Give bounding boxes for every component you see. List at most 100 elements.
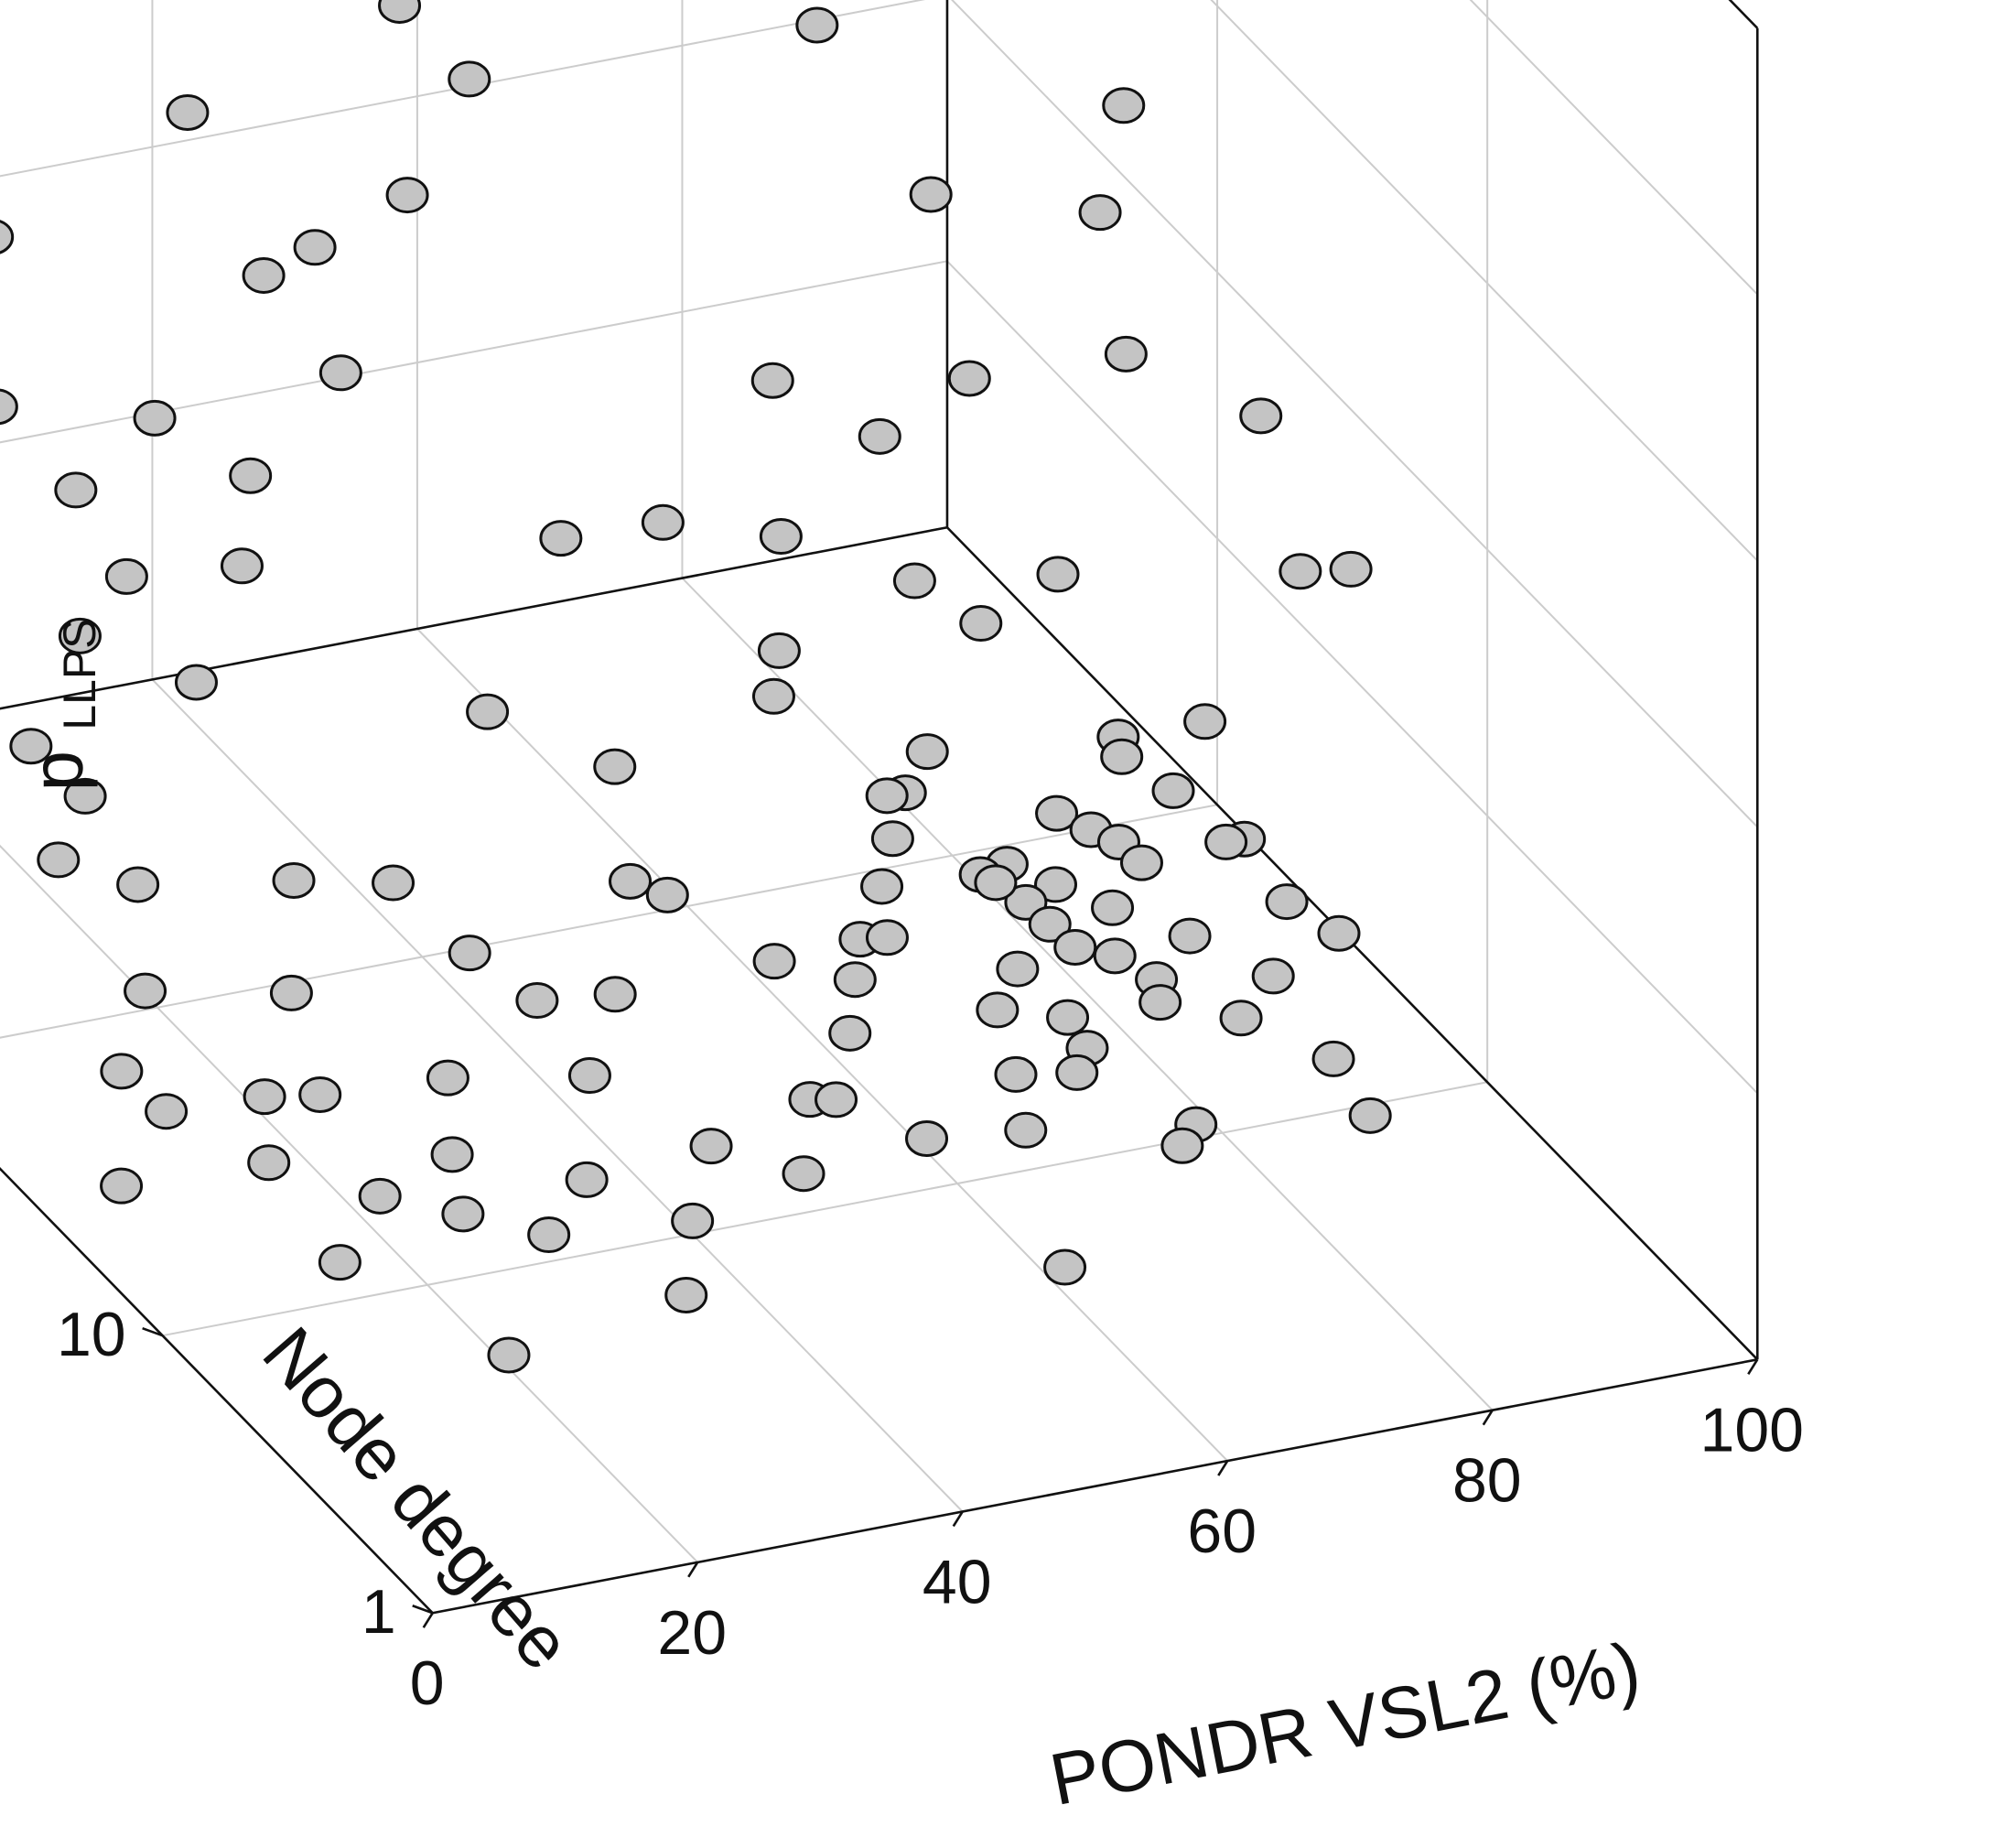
data-point: [1168, 917, 1212, 955]
data-point: [1043, 1248, 1087, 1286]
grid-line: [0, 804, 1218, 1039]
grid-line: [1210, 0, 1758, 562]
data-point: [1035, 794, 1079, 832]
x-tick-mark: [1217, 1460, 1229, 1476]
data-point: [689, 1128, 733, 1165]
data-point: [815, 1081, 858, 1119]
frame-edge: [0, 525, 948, 710]
data-point: [318, 1244, 361, 1281]
x-tick-label: 80: [1452, 1446, 1522, 1516]
data-points: [0, 0, 1392, 1374]
z-axis-title-subscript: LLPS: [54, 618, 105, 729]
data-point: [1329, 550, 1373, 588]
data-point: [318, 354, 362, 392]
data-point: [1078, 194, 1122, 232]
data-point: [448, 935, 491, 972]
data-point: [1279, 553, 1322, 590]
grid-line: [1469, 0, 1758, 296]
data-point: [994, 1055, 1038, 1093]
data-point: [959, 605, 1003, 643]
data-point: [515, 982, 559, 1020]
x-tick-mark: [1747, 1358, 1759, 1375]
data-point: [782, 1155, 825, 1193]
data-point: [116, 866, 160, 903]
data-point: [996, 950, 1040, 988]
data-point: [1053, 928, 1097, 966]
data-point: [1204, 823, 1248, 860]
data-point: [1046, 999, 1090, 1036]
data-point: [892, 562, 936, 600]
grid-line: [951, 0, 1758, 828]
data-point: [905, 1119, 949, 1157]
grid-line: [946, 260, 1758, 1095]
data-point: [1004, 1111, 1048, 1149]
data-point: [242, 256, 286, 294]
data-point: [124, 972, 167, 1010]
data-point: [609, 862, 653, 900]
data-point: [1100, 738, 1144, 775]
data-point: [795, 6, 839, 44]
data-point: [9, 728, 53, 765]
x-tick-label: 60: [1187, 1497, 1257, 1566]
data-point: [0, 388, 18, 426]
data-point: [1093, 937, 1137, 975]
data-point: [593, 748, 637, 785]
data-point: [1104, 335, 1148, 373]
x-tick-label: 100: [1700, 1395, 1804, 1464]
data-point: [385, 177, 429, 214]
data-point: [37, 841, 81, 879]
data-point: [1219, 1000, 1263, 1037]
data-point: [372, 864, 415, 902]
grid-line: [162, 1081, 1488, 1337]
data-point: [293, 229, 337, 266]
data-point: [220, 547, 264, 585]
data-point: [1151, 772, 1195, 809]
grid-line: [1728, 0, 1758, 29]
data-point: [976, 991, 1020, 1029]
frame-edge: [432, 1358, 1758, 1615]
y-tick-mark: [142, 1326, 164, 1337]
data-point: [100, 1053, 144, 1090]
data-point: [174, 664, 218, 701]
data-point: [54, 471, 98, 509]
data-point: [466, 693, 510, 730]
x-tick-mark: [687, 1562, 699, 1578]
x-tick-mark: [1482, 1410, 1494, 1426]
data-point: [63, 777, 107, 815]
data-point: [1348, 1097, 1392, 1134]
x-tick-label: 20: [657, 1598, 727, 1668]
grid-line: [0, 260, 948, 444]
data-point: [104, 557, 148, 595]
y-tick-label: 10: [57, 1300, 126, 1369]
data-point: [1183, 703, 1227, 740]
data-point: [100, 1167, 144, 1205]
data-point: [567, 1057, 611, 1095]
data-point: [1317, 914, 1361, 952]
data-point: [671, 1202, 715, 1239]
frame-edge: [0, 1166, 434, 1615]
grid-line: [0, 844, 698, 1563]
data-point: [860, 868, 904, 905]
y-axis-title: Node degree: [247, 1312, 587, 1685]
data-point: [1091, 889, 1135, 926]
data-point: [858, 417, 901, 455]
data-point: [527, 1216, 571, 1254]
data-point: [905, 733, 949, 771]
x-tick-label: 40: [923, 1547, 992, 1616]
data-point: [974, 864, 1018, 902]
data-point: [752, 943, 796, 980]
data-point: [269, 974, 313, 1011]
data-point: [133, 399, 177, 437]
data-point: [145, 1093, 189, 1130]
data-point: [378, 0, 422, 24]
data-point: [751, 677, 795, 715]
grid-line: [416, 628, 1228, 1462]
data-point: [865, 919, 909, 956]
data-point: [664, 1276, 708, 1313]
data-point: [1138, 984, 1182, 1021]
data-point: [448, 60, 491, 98]
data-point: [750, 362, 794, 399]
x-tick-label: 0: [410, 1648, 445, 1718]
y-tick-mark: [412, 1605, 434, 1615]
data-point: [1239, 397, 1283, 435]
